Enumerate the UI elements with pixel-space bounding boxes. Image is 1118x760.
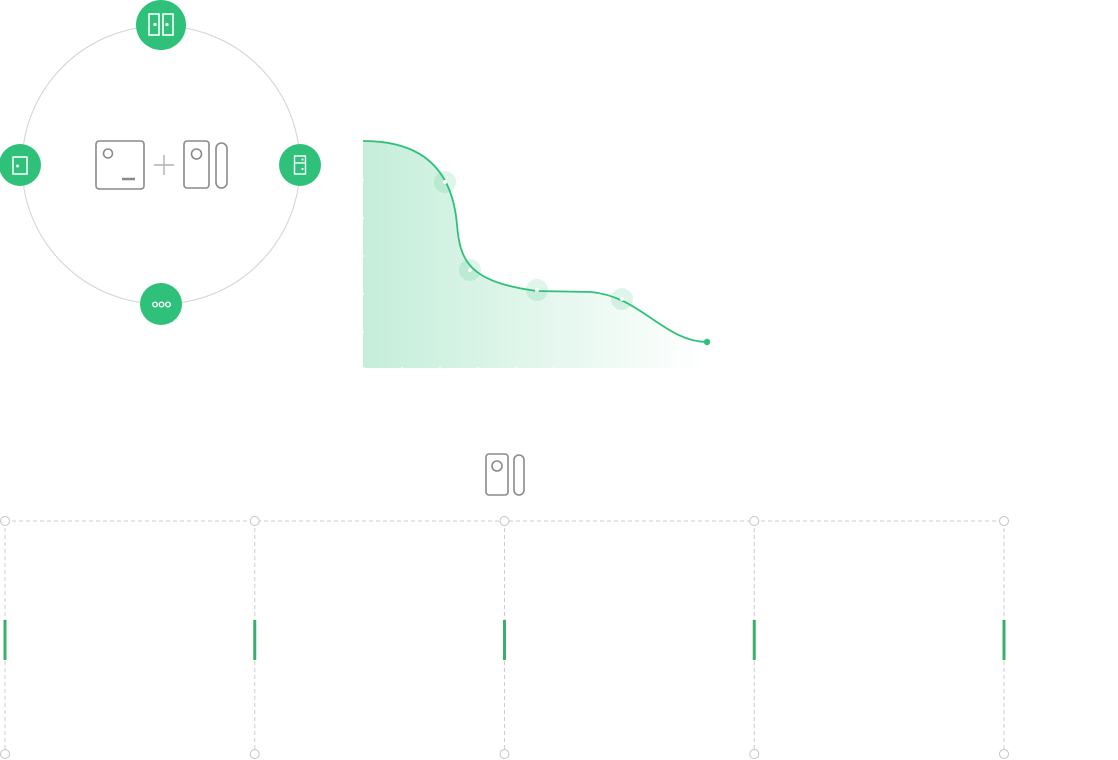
curve-end-point (703, 338, 711, 346)
more-icon[interactable] (140, 283, 182, 325)
timeline-column (499, 516, 510, 759)
timeline-bottom-node (499, 749, 510, 759)
hub-diagram (0, 0, 321, 325)
plus-icon (154, 155, 174, 175)
single-door-icon[interactable] (0, 144, 41, 186)
timeline-top-node (0, 516, 10, 526)
timeline-bottom-node (749, 749, 760, 759)
timeline-top-node (499, 516, 510, 526)
curve-point (459, 259, 481, 281)
double-door-icon[interactable] (136, 0, 186, 50)
timeline-bottom-node (0, 749, 10, 759)
timeline-column (999, 516, 1009, 759)
cabinet-icon[interactable] (279, 144, 321, 186)
timeline-bottom-node (999, 749, 1009, 759)
curve-area (363, 141, 707, 368)
curve-line (362, 140, 708, 343)
timeline-column (0, 516, 10, 759)
timeline-bottom-node (249, 749, 260, 759)
hub-device-icon (95, 140, 145, 190)
curve-point (434, 171, 456, 193)
curve-diagram (362, 140, 711, 369)
curve-point (611, 288, 633, 310)
timeline-grid (0, 516, 1009, 759)
timeline-top-node (749, 516, 760, 526)
timeline-top-node (249, 516, 260, 526)
timeline-column (249, 516, 260, 759)
timeline-column (749, 516, 760, 759)
contact-sensor-icon (183, 140, 228, 189)
curve-point (526, 279, 548, 301)
timeline-top-node (999, 516, 1009, 526)
timeline-device-icon (485, 453, 525, 496)
